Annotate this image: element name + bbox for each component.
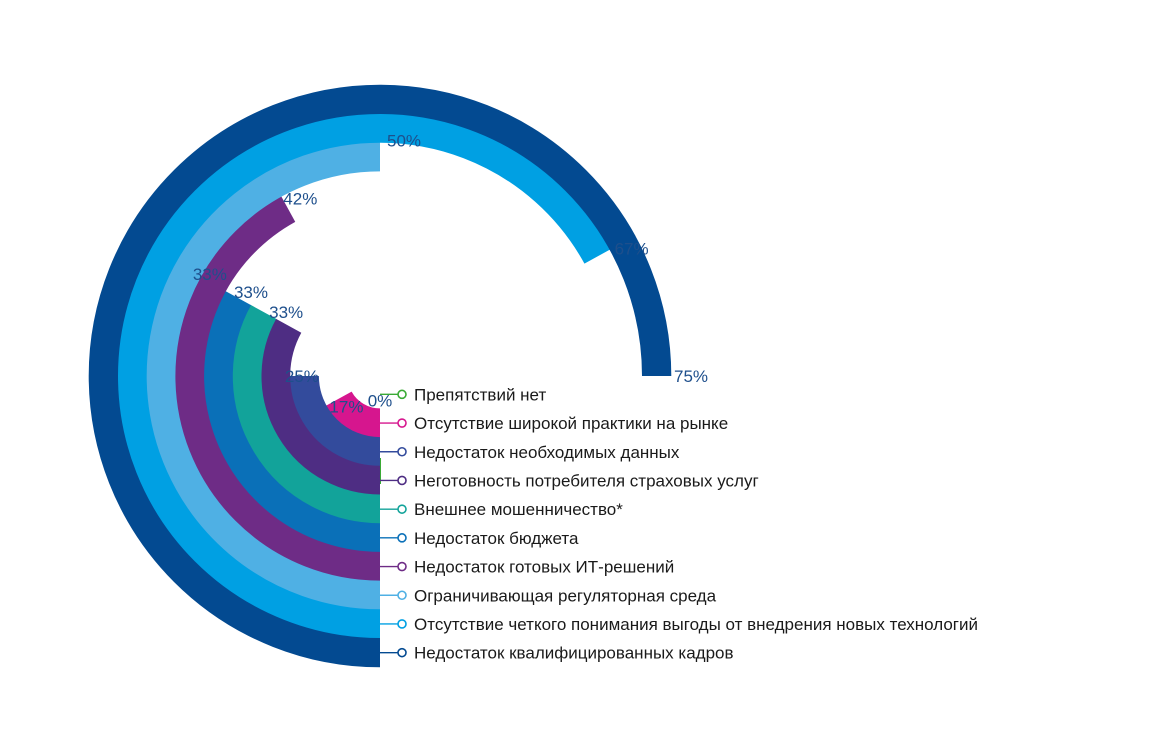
arc-8 bbox=[117, 113, 611, 639]
legend-label-5: Недостаток бюджета bbox=[414, 529, 579, 548]
legend-label-7: Ограничивающая регуляторная среда bbox=[414, 586, 717, 605]
legend-dot-7 bbox=[397, 590, 407, 601]
legend-dot-1 bbox=[397, 418, 407, 428]
arc-7 bbox=[146, 142, 381, 610]
value-label-1: 17% bbox=[329, 398, 363, 417]
value-label-layer: 0%17%25%33%33%33%42%50%67%75% bbox=[193, 131, 708, 416]
value-label-6: 42% bbox=[283, 190, 317, 209]
value-label-4: 33% bbox=[234, 283, 268, 302]
legend-label-8: Отсутствие четкого понимания выгоды от в… bbox=[414, 615, 978, 634]
arc-9 bbox=[88, 84, 672, 668]
legend-label-3: Неготовность потребителя страховых услуг bbox=[414, 471, 759, 490]
legend-dot-2 bbox=[397, 446, 407, 457]
arc-layer bbox=[88, 84, 672, 668]
legend-dot-3 bbox=[397, 475, 407, 486]
legend-dot-0 bbox=[397, 389, 407, 400]
value-label-9: 75% bbox=[674, 367, 708, 386]
value-label-5: 33% bbox=[193, 265, 227, 284]
value-label-7: 50% bbox=[387, 131, 421, 150]
legend-label-4: Внешнее мошенничество* bbox=[414, 500, 623, 519]
value-label-8: 67% bbox=[615, 240, 649, 259]
arc-2 bbox=[289, 375, 381, 467]
legend-label-6: Недостаток готовых ИТ-решений bbox=[414, 558, 674, 577]
arc-3 bbox=[260, 318, 381, 496]
legend-dot-9 bbox=[397, 647, 407, 658]
value-label-2: 25% bbox=[285, 367, 319, 386]
arc-6 bbox=[174, 196, 381, 582]
arc-5 bbox=[203, 290, 381, 553]
arc-4 bbox=[232, 304, 381, 524]
value-label-0: 0% bbox=[368, 392, 393, 411]
legend-dot-6 bbox=[397, 561, 407, 572]
legend-label-2: Недостаток необходимых данных bbox=[414, 443, 680, 462]
legend-label-9: Недостаток квалифицированных кадров bbox=[414, 644, 734, 663]
legend-layer: Препятствий нет Отсутствие широкой практи… bbox=[380, 385, 978, 663]
legend-label-1: Отсутствие широкой практики на рынке bbox=[414, 414, 728, 433]
legend-dot-5 bbox=[397, 533, 407, 543]
legend-label-0: Препятствий нет bbox=[414, 385, 546, 404]
legend-dot-4 bbox=[397, 504, 407, 514]
legend-dot-8 bbox=[397, 619, 407, 629]
value-label-3: 33% bbox=[269, 303, 303, 322]
arc-1 bbox=[325, 390, 381, 438]
